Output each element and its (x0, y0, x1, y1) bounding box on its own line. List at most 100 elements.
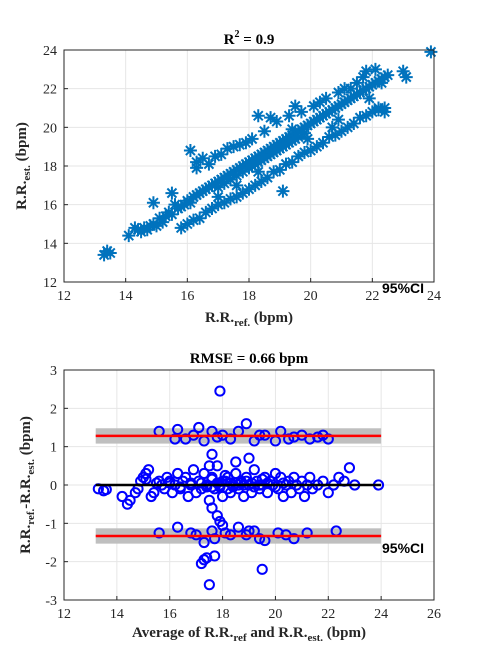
asterisk-point (322, 130, 336, 144)
circle-point (277, 477, 289, 489)
circle-point (203, 579, 215, 591)
asterisk-point (276, 140, 290, 154)
top-y-axis-label: R.R.est. (bpm) (14, 122, 33, 210)
circle-point (150, 477, 163, 489)
asterisk-point (220, 142, 234, 156)
bottom-x-tick-label: 22 (321, 607, 335, 622)
top-points (97, 45, 438, 262)
circle-point (206, 502, 218, 514)
asterisk-point (396, 64, 410, 78)
asterisk-point (325, 120, 339, 134)
asterisk-point (205, 202, 219, 216)
asterisk-point (257, 151, 271, 165)
circle-point (153, 527, 165, 539)
circle-point (124, 494, 136, 506)
asterisk-point (165, 207, 179, 221)
asterisk-point (319, 91, 333, 105)
top-y-tick-label: 24 (43, 44, 57, 59)
asterisk-point (350, 76, 364, 90)
circle-point (187, 464, 200, 476)
circle-point (211, 460, 223, 472)
upper-ci-label: 95%CI (382, 280, 424, 296)
scatter-plot-r2: 12 14 16 18 20 22 24 12 14 16 18 20 22 24 R2 = 0.9 R… (14, 29, 441, 329)
asterisk-point (347, 116, 361, 130)
asterisk-point (236, 186, 250, 200)
asterisk-point (239, 136, 253, 150)
bottom-x-tick-label: 26 (427, 607, 441, 622)
bottom-y-tick-label: 1 (50, 441, 57, 456)
asterisk-point (230, 169, 244, 183)
circle-point (232, 521, 245, 533)
asterisk-point (211, 180, 225, 194)
circle-point (230, 456, 242, 468)
top-x-tick-label: 16 (180, 289, 194, 304)
bottom-x-tick-label: 18 (216, 607, 230, 622)
circle-point (172, 423, 184, 436)
circle-point (343, 462, 356, 474)
circle-point (198, 554, 210, 566)
asterisk-point (301, 132, 315, 146)
asterisk-point (316, 136, 330, 150)
circle-point (174, 481, 186, 493)
asterisk-point (282, 109, 296, 123)
asterisk-point (183, 196, 197, 210)
bottom-y-tick-label: 3 (50, 364, 57, 379)
asterisk-point (372, 101, 385, 115)
top-x-tick-label: 20 (304, 289, 318, 304)
circle-point (283, 433, 295, 445)
asterisk-point (245, 132, 259, 146)
circle-point (248, 464, 260, 476)
asterisk-point (298, 145, 311, 159)
circle-point (224, 433, 237, 445)
asterisk-point (190, 161, 204, 175)
asterisk-point (264, 147, 278, 161)
asterisk-point (310, 140, 324, 154)
asterisk-point (313, 95, 327, 109)
circle-point (185, 527, 197, 539)
top-x-tick-label: 14 (119, 289, 133, 304)
circle-point (256, 563, 268, 575)
asterisk-point (230, 178, 244, 192)
asterisk-point (224, 192, 237, 206)
bottom-x-tick-label: 12 (57, 607, 71, 622)
asterisk-point (356, 70, 370, 84)
circle-point (253, 533, 266, 545)
circle-point (298, 490, 311, 503)
top-title: R2 = 0.9 (224, 29, 275, 48)
asterisk-point (285, 122, 299, 136)
asterisk-point (165, 186, 179, 200)
asterisk-point (122, 229, 136, 243)
asterisk-point (193, 211, 207, 225)
asterisk-point (233, 138, 247, 152)
bottom-y-tick-label: 2 (50, 402, 57, 417)
bottom-y-axis-label: R.R.ref.-R.R.est. (bpm) (18, 416, 37, 554)
top-x-tick-label: 12 (57, 289, 71, 304)
top-y-tick-label: 22 (43, 83, 57, 98)
circle-point (216, 519, 229, 531)
asterisk-point (359, 64, 373, 78)
asterisk-point (353, 111, 367, 125)
circle-point (301, 527, 313, 539)
circle-point (164, 477, 176, 489)
asterisk-point (196, 151, 210, 165)
circle-point (142, 464, 155, 476)
asterisk-point (285, 155, 299, 169)
asterisk-point (375, 76, 389, 90)
circle-point (206, 448, 218, 460)
circle-point (211, 510, 223, 522)
asterisk-point (273, 163, 287, 177)
asterisk-point (267, 165, 281, 179)
bottom-x-tick-label: 14 (110, 607, 124, 622)
top-y-tick-label: 18 (43, 160, 57, 175)
asterisk-point (156, 215, 170, 229)
asterisk-point (202, 157, 216, 171)
circle-point (148, 487, 160, 499)
asterisk-point (279, 157, 293, 171)
asterisk-point (150, 219, 163, 233)
circle-point (206, 481, 218, 493)
bottom-x-tick-label: 20 (268, 607, 282, 622)
asterisk-point (245, 159, 259, 173)
asterisk-point (378, 105, 392, 119)
